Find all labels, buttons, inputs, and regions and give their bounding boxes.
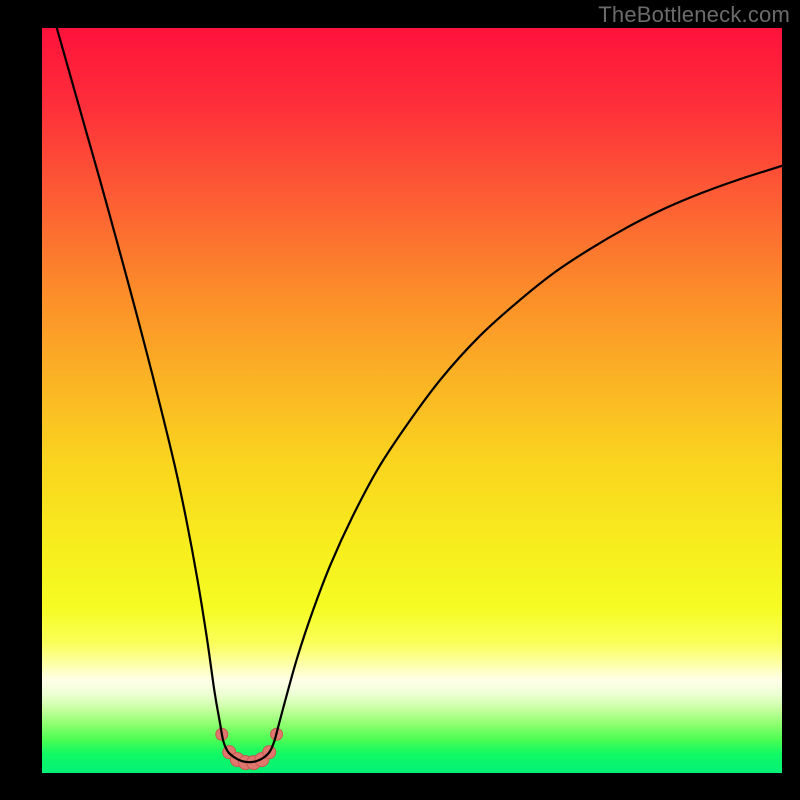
gradient-background [42,28,782,773]
chart-frame: TheBottleneck.com [0,0,800,800]
plot-area [42,28,782,773]
bottleneck-chart-svg [42,28,782,773]
watermark-text: TheBottleneck.com [598,2,790,28]
